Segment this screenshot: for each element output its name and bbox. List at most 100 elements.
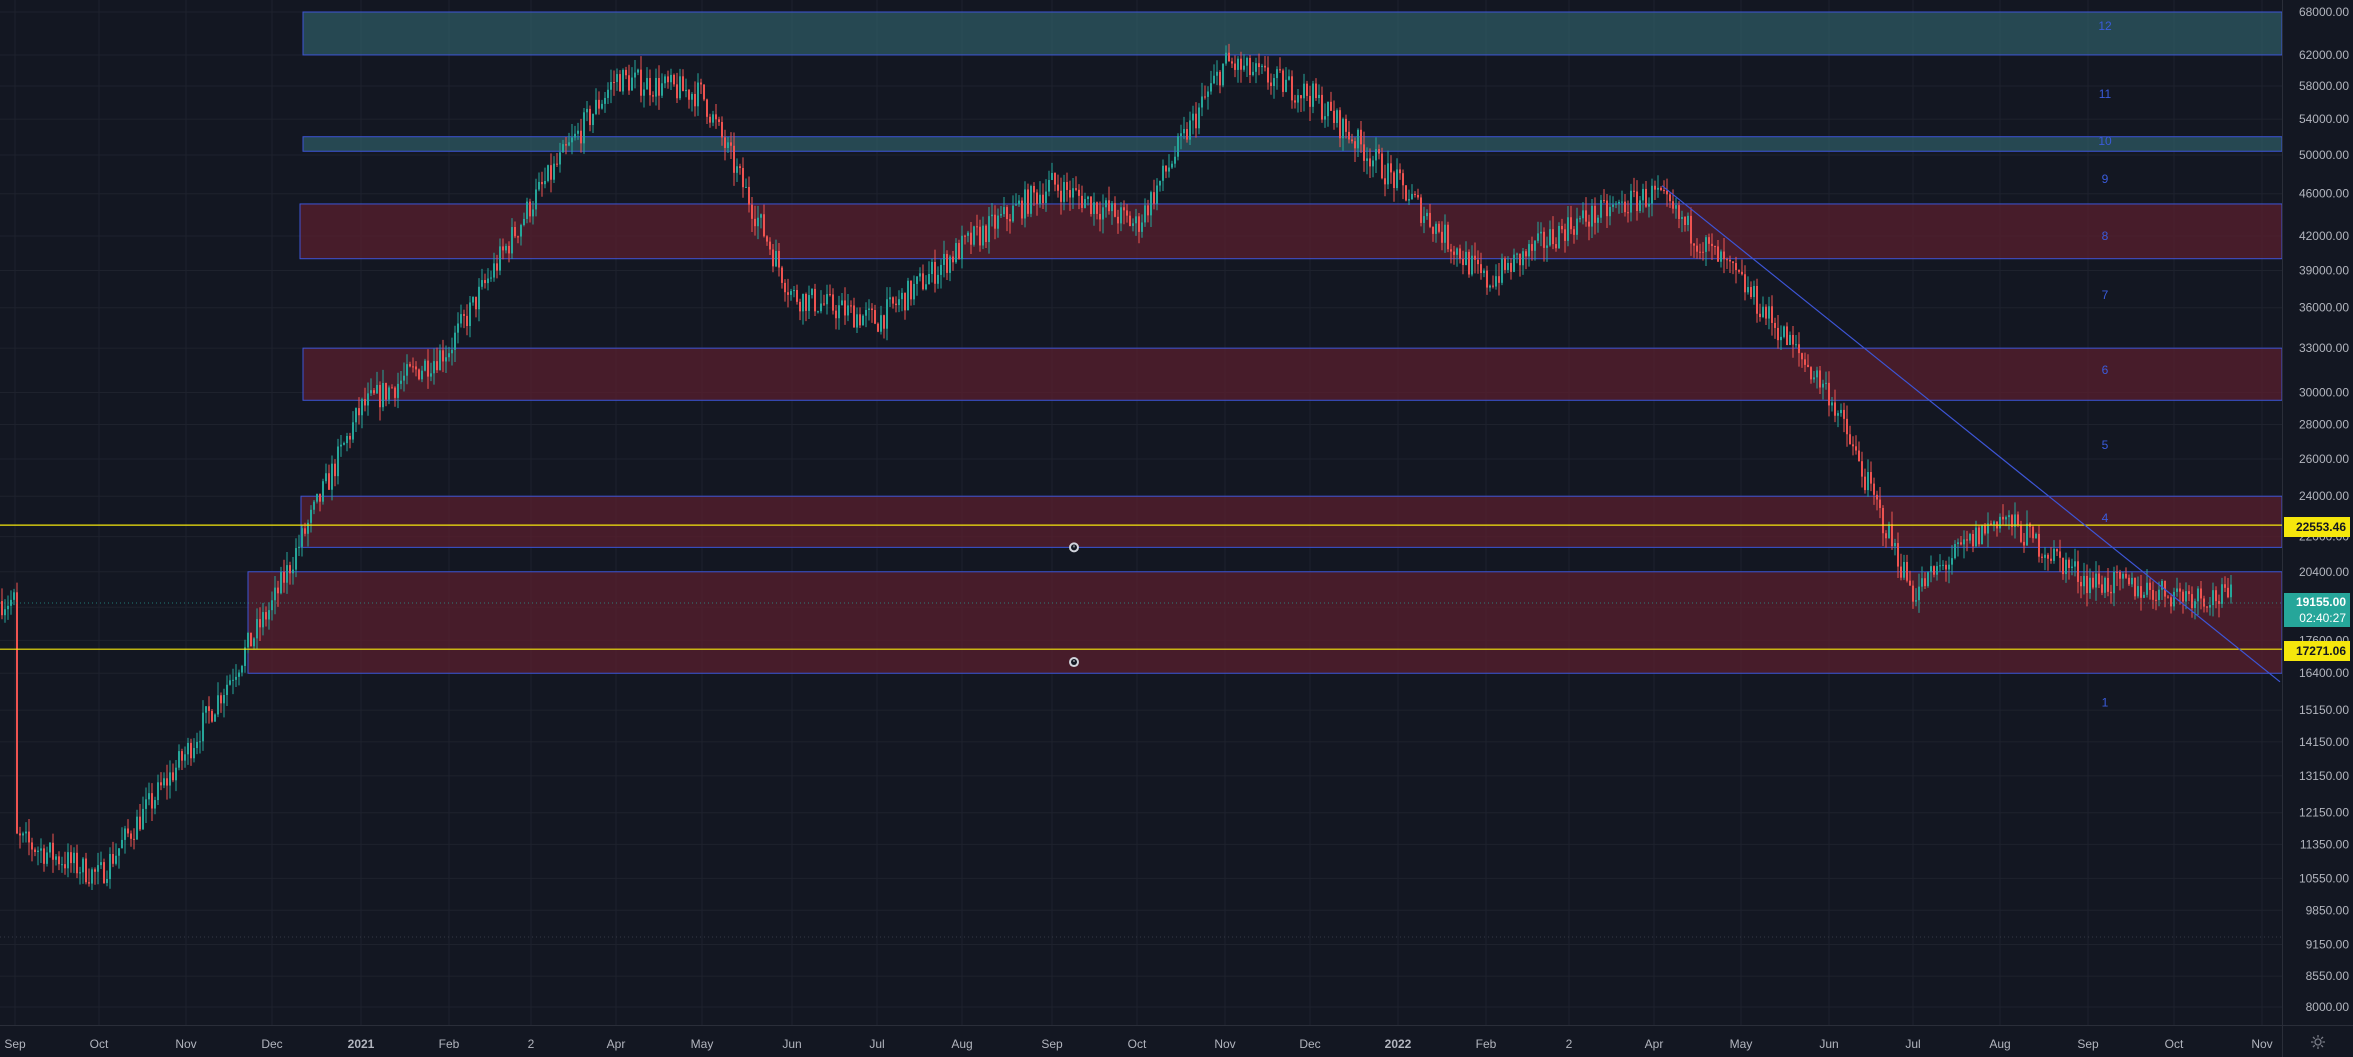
candle-body — [1501, 258, 1503, 283]
candle-body — [94, 869, 96, 872]
candle-body — [898, 299, 900, 306]
candle-body — [2065, 559, 2067, 575]
candle-body — [154, 800, 156, 809]
candle-body — [151, 793, 153, 809]
candle-body — [994, 214, 996, 229]
candle-body — [1768, 306, 1770, 319]
candle-body — [2113, 571, 2115, 594]
candle-body — [1063, 182, 1065, 202]
candle-body — [1921, 578, 1923, 587]
candle-body — [1900, 566, 1902, 578]
candle-body — [955, 243, 957, 263]
candle-body — [1126, 210, 1128, 216]
candle-body — [2056, 548, 2058, 552]
candle-body — [1954, 544, 1956, 559]
candle-body — [259, 619, 261, 628]
candle-body — [28, 831, 30, 843]
candle-body — [1084, 199, 1086, 208]
time-tick-label: Feb — [1476, 1037, 1497, 1051]
candle-body — [805, 293, 807, 311]
candle-body — [475, 296, 477, 310]
candle-body — [1342, 118, 1344, 139]
candle-body — [1666, 190, 1668, 195]
time-tick-label: Nov — [1214, 1037, 1235, 1051]
candle-body — [1660, 187, 1662, 191]
price-axis[interactable]: 8000.00 8550.00 9150.00 9850.00 10550.00 1135… — [2282, 0, 2353, 1025]
candle-body — [391, 387, 393, 389]
candle-body — [484, 280, 486, 284]
candle-body — [991, 214, 993, 217]
candle-body — [1609, 206, 1611, 217]
candle-body — [499, 246, 501, 271]
candle-body — [1018, 200, 1020, 205]
candle-body — [1540, 231, 1542, 234]
candle-body — [1978, 527, 1980, 545]
candle-body — [109, 853, 111, 879]
candle-body — [2125, 573, 2127, 578]
candle-body — [205, 706, 207, 713]
candle-body — [409, 364, 411, 367]
settings-gear-button[interactable] — [2282, 1025, 2353, 1057]
candle-body — [1462, 258, 1464, 265]
candle-body — [1417, 194, 1419, 198]
candle-body — [1888, 524, 1890, 539]
candle-body — [1843, 409, 1845, 419]
candle-body — [1597, 217, 1599, 223]
time-tick-label: 2022 — [1385, 1037, 1412, 1051]
candle-body — [715, 114, 717, 120]
candle-body — [895, 303, 897, 306]
candle-body — [1771, 306, 1773, 323]
candle-body — [826, 294, 828, 305]
candle-body — [1663, 190, 1665, 192]
price-line-tag-upper[interactable]: 22553.46 — [2284, 517, 2350, 537]
candle-body — [1351, 139, 1353, 142]
price-line-tag-lower[interactable]: 17271.06 — [2284, 641, 2350, 661]
candle-body — [2149, 582, 2151, 590]
candle-body — [1213, 75, 1215, 84]
candle-body — [1984, 525, 1986, 534]
candle-body — [1591, 205, 1593, 227]
price-tick-label: 46000.00 — [2299, 187, 2349, 201]
candle-body — [388, 387, 390, 400]
candle-body — [337, 446, 339, 477]
candle-body — [1132, 223, 1134, 226]
candle-body — [1702, 251, 1704, 253]
candle-body — [1456, 248, 1458, 255]
candle-body — [1006, 207, 1008, 220]
candle-body — [1588, 221, 1590, 227]
candle-body — [2122, 573, 2124, 579]
candlestick-chart[interactable]: 12 11 10 9 8 7 6 5 4 1 — [0, 0, 2282, 1025]
candle-body — [1168, 167, 1170, 172]
candle-body — [97, 865, 99, 872]
candle-body — [1612, 204, 1614, 207]
candle-body — [1807, 364, 1809, 368]
candle-body — [331, 463, 333, 490]
candle-body — [436, 361, 438, 371]
candle-body — [196, 741, 198, 749]
trendline — [1661, 185, 2281, 683]
candle-body — [553, 163, 555, 180]
candle-body — [634, 72, 636, 78]
candle-body — [1723, 251, 1725, 260]
candle-body — [1051, 172, 1053, 181]
candle-body — [160, 782, 162, 786]
time-axis[interactable]: Sep Oct Nov Dec 2021 Feb 2 Apr May Jun Jul Aug Sep Oc… — [0, 1025, 2282, 1057]
candle-body — [913, 283, 915, 300]
candle-body — [781, 267, 783, 283]
candle-body — [1942, 564, 1944, 566]
candle-body — [973, 226, 975, 245]
candle-body — [1831, 402, 1833, 406]
candle-body — [1129, 215, 1131, 226]
candle-body — [1549, 229, 1551, 246]
candle-body — [637, 69, 639, 73]
candle-body — [685, 89, 687, 92]
candle-body — [2020, 525, 2022, 542]
candle-body — [1513, 254, 1515, 272]
chart-pane[interactable]: 12 11 10 9 8 7 6 5 4 1 — [0, 0, 2282, 1025]
candle-body — [1975, 527, 1977, 547]
candle-body — [1222, 63, 1224, 86]
candle-body — [1960, 542, 1962, 545]
candle-body — [2209, 605, 2211, 608]
candle-body — [214, 714, 216, 722]
candle-body — [304, 528, 306, 534]
